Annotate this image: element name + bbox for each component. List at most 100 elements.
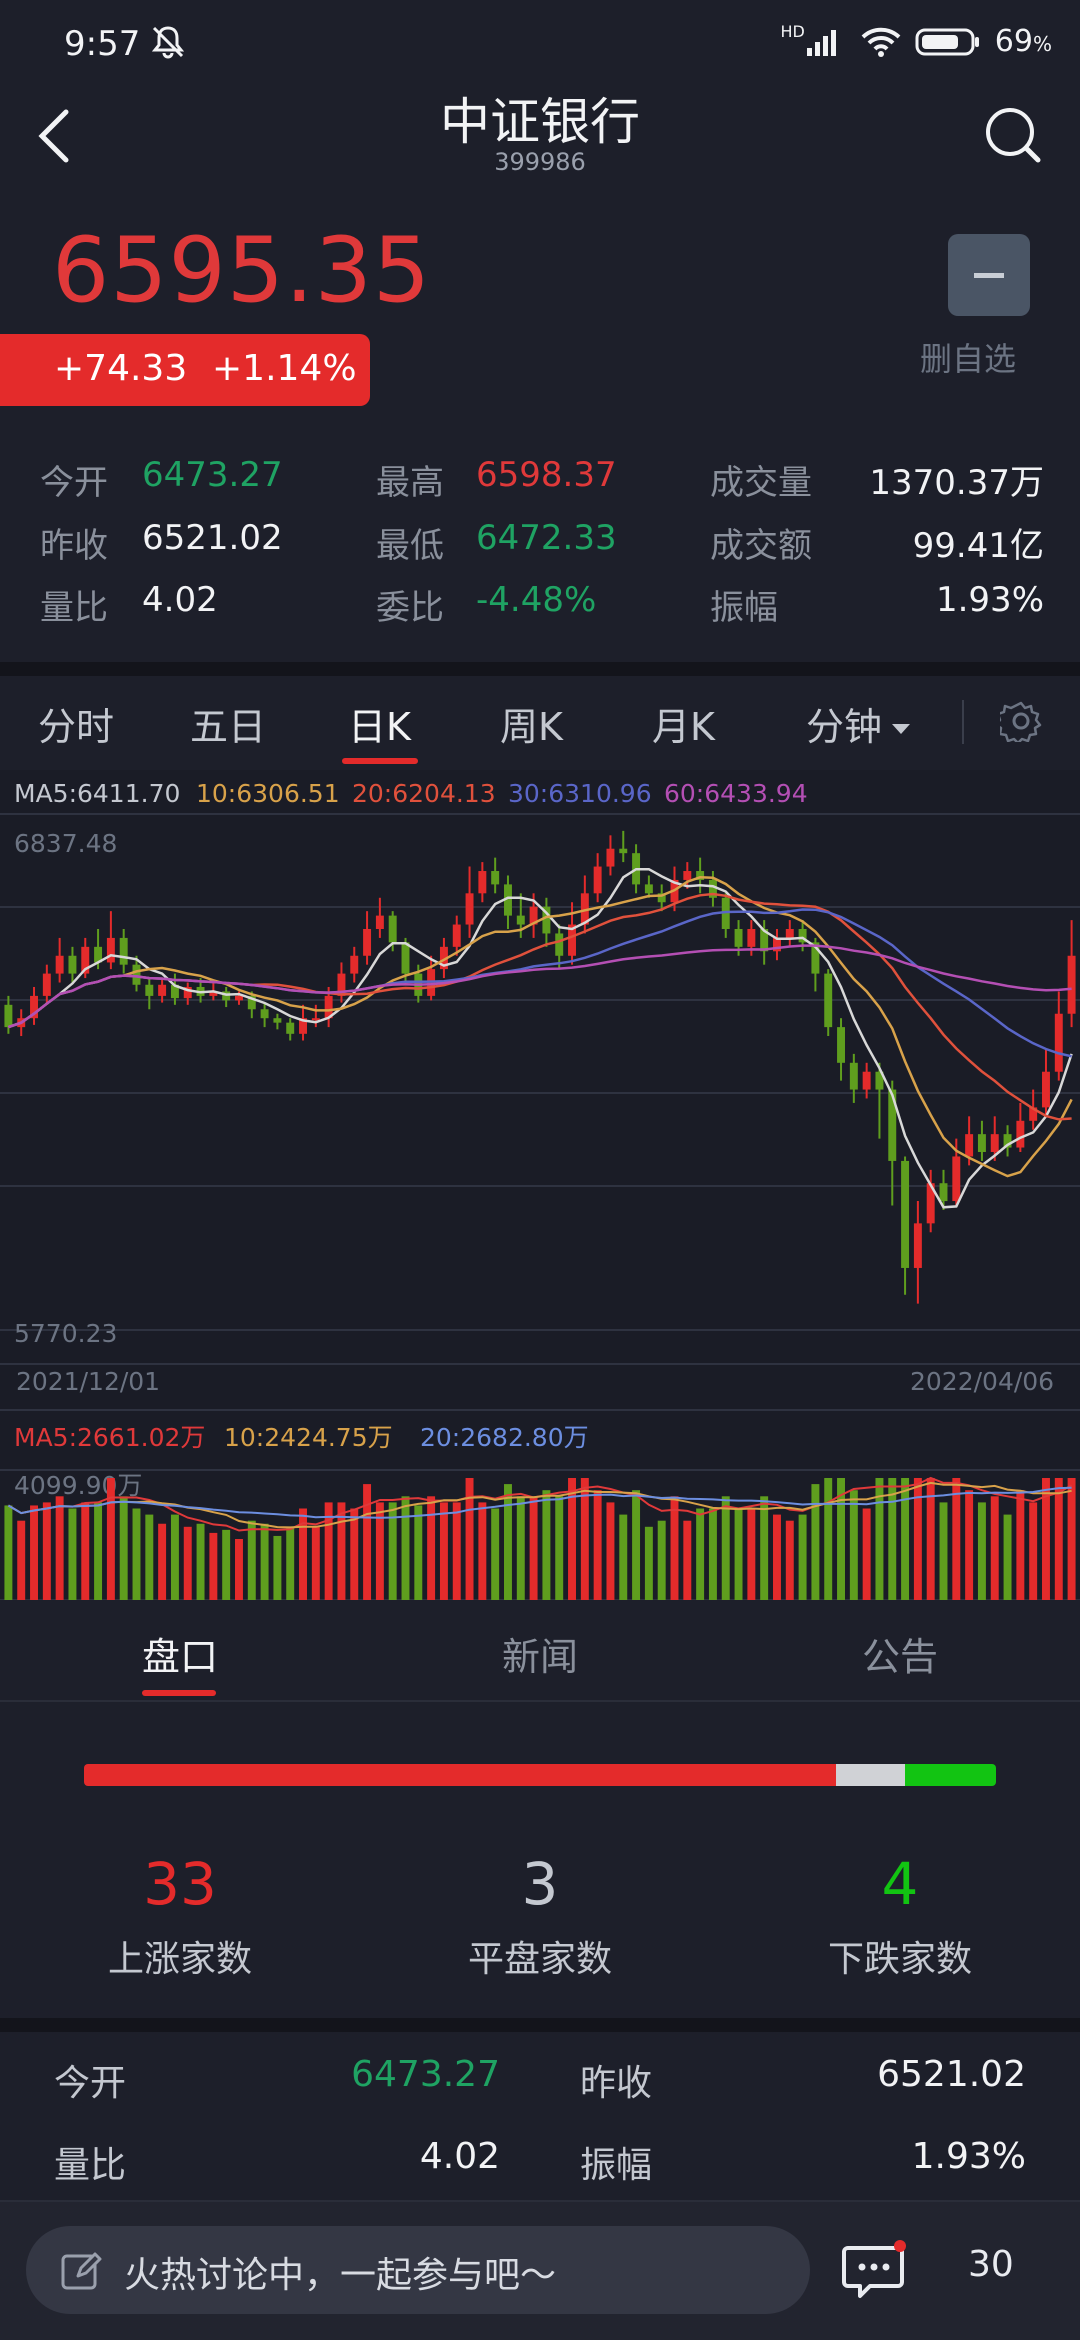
volume-bar (734, 1508, 743, 1600)
remove-watchlist-label[interactable]: 删自选 (920, 340, 1017, 378)
high-value: 6598.37 (476, 455, 617, 495)
vol-ma20-line (7, 1486, 1072, 1519)
subtab-orderbook[interactable]: 盘口 (142, 1635, 219, 1679)
volume-bar (760, 1496, 769, 1600)
tab-weekly-k[interactable]: 周K (500, 705, 563, 749)
chart-grid (0, 813, 1080, 1600)
search-button[interactable] (980, 102, 1046, 172)
candle-body (785, 928, 794, 938)
section-divider (0, 662, 1080, 676)
battery-icon (915, 28, 979, 55)
candle-body (324, 995, 333, 1019)
volume-bar (286, 1526, 295, 1600)
comments-button[interactable] (842, 2240, 906, 2304)
subtab-announcements[interactable]: 公告 (862, 1635, 939, 1679)
candle-body (273, 1018, 282, 1023)
volume-bar (811, 1484, 820, 1600)
volume-bar (1016, 1490, 1025, 1600)
candle-body (235, 995, 243, 1001)
hd-label: HD (780, 22, 805, 41)
advancers-count: 33 (143, 1850, 217, 1918)
volume-bar (4, 1505, 13, 1600)
amp-value: 1.93% (935, 580, 1044, 620)
volume-bar (632, 1490, 641, 1600)
remove-watchlist-button[interactable] (948, 234, 1030, 316)
volume-bar (158, 1523, 167, 1600)
volume-bar (1029, 1502, 1038, 1600)
breadth-flat-segment (836, 1764, 905, 1786)
volume-bar (504, 1484, 512, 1600)
candle-body (619, 848, 628, 854)
volume-bar (837, 1478, 845, 1600)
volume-bar (209, 1532, 218, 1600)
gear-icon (994, 701, 1042, 745)
candle-body (875, 1071, 884, 1090)
candle-body (708, 879, 717, 898)
vol-legend-ma10: 10:2424.75万 (224, 1423, 393, 1452)
battery-level: 69% (995, 24, 1052, 59)
candle-body (747, 928, 756, 947)
candle-body (760, 928, 769, 952)
tab-separator (962, 700, 964, 744)
candle-body (952, 1156, 961, 1202)
summary-prev-value: 6521.02 (877, 2054, 1026, 2095)
comment-count: 30 (968, 2244, 1014, 2285)
summary-ratio-label: 量比 (54, 2145, 127, 2186)
candle-body (401, 942, 410, 974)
volume-bar (888, 1478, 897, 1600)
candle-body (375, 915, 384, 929)
tab-five-day[interactable]: 五日 (190, 705, 267, 749)
amp-label: 振幅 (710, 588, 778, 628)
volume-bar (235, 1539, 243, 1600)
footer-divider (0, 2200, 1080, 2202)
volume-bar (337, 1502, 346, 1600)
bid-value: -4.48% (476, 580, 597, 620)
candle-body (337, 973, 346, 996)
volume-bar (132, 1508, 141, 1600)
summary-ratio-value: 4.02 (419, 2136, 500, 2177)
candle-body (42, 973, 51, 996)
tab-intraday[interactable]: 分时 (38, 705, 115, 749)
volume-bar (183, 1526, 192, 1600)
candle-body (529, 906, 538, 925)
candle-body (299, 1018, 307, 1034)
candle-body (568, 924, 576, 956)
volume-value: 1370.37万 (869, 463, 1044, 503)
tab-minute[interactable]: 分钟 (806, 696, 911, 751)
volume-bar (81, 1502, 90, 1600)
volume-bar (247, 1520, 256, 1600)
legend-ma30: 30:6310.96 (508, 779, 652, 808)
low-value: 6472.33 (476, 518, 617, 558)
candle-body (81, 946, 90, 974)
decliners-label: 下跌家数 (827, 1939, 972, 1980)
volume-bar (875, 1478, 884, 1600)
candle-body (824, 973, 833, 1028)
candle-body (491, 871, 500, 885)
back-button[interactable] (30, 104, 80, 168)
tab-monthly-k[interactable]: 月K (652, 705, 715, 749)
ratio-label: 量比 (40, 588, 108, 628)
current-price: 6595.35 (52, 218, 432, 323)
summary-open-value: 6473.27 (351, 2054, 500, 2095)
volume-bar (568, 1478, 576, 1600)
tab-daily-k[interactable]: 日K (348, 705, 411, 749)
wifi-icon (861, 27, 901, 57)
candle-body (542, 906, 551, 934)
volume-bar (1054, 1478, 1063, 1600)
legend-ma10: 10:6306.51 (196, 779, 340, 808)
kline-chart[interactable]: MA5:6411.70 10:6306.51 20:6204.13 30:631… (0, 770, 1080, 1600)
subtab-news[interactable]: 新闻 (502, 1635, 579, 1679)
prev-label: 昨收 (40, 526, 108, 566)
comment-input[interactable]: 火热讨论中，一起参与吧～ (26, 2226, 810, 2314)
candle-body (683, 871, 692, 880)
volume-bar (670, 1496, 679, 1600)
stock-code: 399986 (494, 148, 586, 176)
volume-bar (491, 1508, 500, 1600)
battery-value: 69 (994, 24, 1033, 59)
decliners-count: 4 (881, 1850, 919, 1918)
candle-body (170, 984, 179, 999)
candle-body (452, 924, 461, 947)
chart-settings-button[interactable] (994, 700, 1042, 746)
candle-body (1042, 1071, 1050, 1108)
candle-body (260, 1009, 269, 1019)
